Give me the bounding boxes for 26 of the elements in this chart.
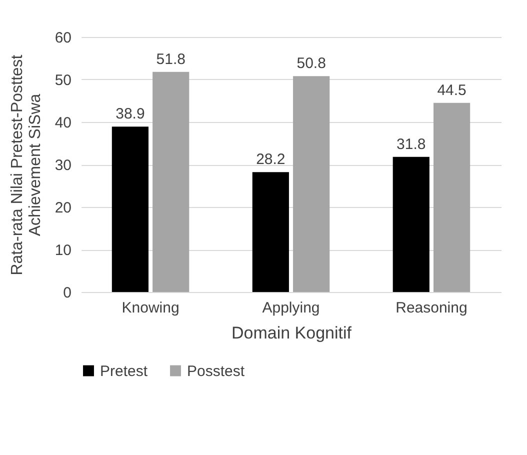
x-tick-label: Reasoning: [396, 300, 468, 316]
data-label: 44.5: [437, 82, 466, 99]
x-axis-title: Domain Kognitif: [231, 324, 352, 342]
y-tick-label: 10: [54, 242, 72, 259]
bar: [293, 76, 330, 292]
y-tick-label: 0: [63, 284, 72, 302]
x-tick-label: Knowing: [122, 300, 180, 316]
y-tick-label: 40: [54, 114, 72, 132]
data-label: 38.9: [116, 106, 145, 123]
bar: [434, 102, 470, 292]
y-tick-label: 20: [54, 200, 72, 216]
data-label: 28.2: [256, 151, 286, 168]
y-tick-label: 50: [54, 72, 72, 89]
bar: [112, 126, 148, 292]
data-label: 50.8: [296, 55, 326, 72]
data-label: 31.8: [396, 136, 426, 153]
legend-label: Posstest: [187, 362, 246, 380]
y-tick-label: 60: [54, 30, 72, 46]
y-axis-title: Rata-rata Nilai Pretest-Posttest Achievement SiSwa: [8, 54, 44, 276]
bar: [152, 72, 190, 292]
legend-label: Pretest: [100, 362, 148, 380]
x-tick-label: Applying: [262, 300, 320, 316]
y-tick-label: 30: [54, 157, 72, 174]
bar: [392, 156, 430, 292]
bar: [252, 172, 289, 292]
data-label: 51.8: [156, 50, 186, 68]
